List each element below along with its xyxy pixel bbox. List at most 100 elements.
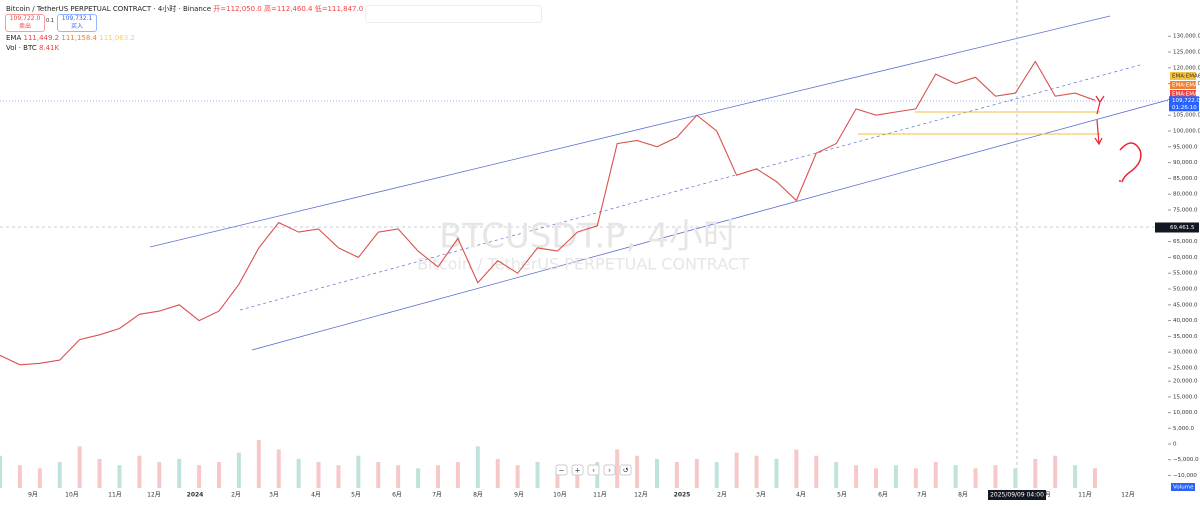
volume-bar bbox=[913, 468, 918, 488]
time-label: 9月 bbox=[28, 492, 38, 499]
volume-bar bbox=[1033, 458, 1038, 488]
price-tick-label: 40,000.0 bbox=[1173, 318, 1198, 324]
volume-bar bbox=[515, 465, 520, 488]
time-label: 5月 bbox=[351, 492, 361, 499]
countdown: 01:26:10 bbox=[1172, 105, 1197, 111]
price-tick-label: 60,000.0 bbox=[1173, 255, 1198, 261]
time-label: 7月 bbox=[432, 492, 442, 499]
time-label: 7月 bbox=[917, 492, 927, 499]
ema-tag-label: EMA:EMA30 bbox=[1172, 83, 1200, 89]
price-tick-label: 90,000.0 bbox=[1173, 160, 1198, 166]
buy-button[interactable]: 109,732.1 买入 bbox=[57, 14, 97, 32]
zoom-button[interactable]: ‹ bbox=[587, 464, 600, 476]
volume-bar bbox=[555, 468, 560, 488]
volume-tick-label: −5,000.0 bbox=[1173, 457, 1199, 463]
volume-bar bbox=[137, 455, 142, 488]
zoom-button-bg bbox=[603, 464, 616, 476]
volume-bar bbox=[774, 458, 779, 488]
time-label: 2月 bbox=[717, 492, 727, 499]
volume-bar bbox=[794, 449, 799, 488]
volume-bar bbox=[17, 465, 22, 488]
volume-bar bbox=[953, 465, 958, 488]
time-label: 11月 bbox=[593, 492, 607, 499]
qty: 0.1 bbox=[46, 18, 54, 24]
ema-tag bbox=[1170, 90, 1196, 98]
time-axis-bg bbox=[0, 488, 1168, 506]
time-label: 4月 bbox=[796, 492, 806, 499]
price-tick-label: 25,000.0 bbox=[1173, 366, 1198, 372]
volume-bar bbox=[754, 455, 759, 488]
annotation-arrow bbox=[1094, 119, 1103, 146]
price-tick-label: 100,000.0 bbox=[1173, 129, 1200, 135]
time-label: 6月 bbox=[392, 492, 402, 499]
time-label: 11月 bbox=[108, 492, 122, 499]
volume-bar bbox=[157, 462, 162, 488]
zoom-icon: + bbox=[575, 467, 581, 475]
price-tick-label: 65,000.0 bbox=[1173, 239, 1198, 245]
volume-bar bbox=[874, 468, 878, 488]
channel-lower bbox=[251, 99, 1169, 351]
volume-bar bbox=[296, 458, 301, 488]
price-tick-label: 130,000.0 bbox=[1173, 34, 1200, 40]
zoom-button[interactable]: + bbox=[571, 464, 584, 476]
volume-bar bbox=[814, 455, 819, 488]
volume-bar bbox=[694, 458, 699, 488]
channel-upper bbox=[149, 15, 1111, 248]
volume-bar bbox=[336, 465, 341, 488]
time-label: 11月 bbox=[1078, 492, 1092, 499]
vol-legend: Vol · BTC 8.41K bbox=[6, 44, 60, 52]
pane bbox=[0, 0, 1168, 506]
zoom-button[interactable]: › bbox=[603, 464, 616, 476]
volume-bar bbox=[77, 446, 82, 488]
volume-tick-label: 5,000.0 bbox=[1173, 426, 1194, 432]
volume-bar bbox=[893, 465, 898, 488]
volume-bar bbox=[635, 455, 640, 488]
ema-tag-label: EMA:EMA60 bbox=[1172, 74, 1200, 80]
ema-tag bbox=[1170, 72, 1196, 80]
volume-bar bbox=[37, 468, 42, 488]
volume-bar bbox=[197, 465, 202, 488]
last-price-label: 109,722.0 bbox=[1172, 98, 1200, 104]
ema-tag-label: EMA:EMA15 bbox=[1172, 92, 1200, 98]
time-label: 6月 bbox=[878, 492, 888, 499]
volume-bar bbox=[495, 458, 500, 488]
annotation-question bbox=[1119, 142, 1142, 183]
volume-tick-label: 10,000.0 bbox=[1173, 410, 1198, 416]
volume-tick-label: 15,000.0 bbox=[1173, 394, 1198, 400]
volume-bar bbox=[575, 465, 580, 488]
volume-bar bbox=[933, 462, 938, 488]
volume-bar bbox=[97, 458, 102, 488]
time-label: 3月 bbox=[269, 492, 279, 499]
drawing-toolbar[interactable] bbox=[365, 5, 542, 23]
volume-bar bbox=[356, 455, 361, 488]
zoom-button[interactable]: ↺ bbox=[619, 464, 632, 476]
zoom-button[interactable]: − bbox=[555, 464, 568, 476]
annotation-arrow bbox=[1095, 95, 1105, 115]
volume-tick-label: 0 bbox=[1173, 442, 1177, 448]
watermark-sub: Bitcoin / TetherUS PERPETUAL CONTRACT bbox=[417, 255, 749, 274]
volume-label: Volume bbox=[1173, 485, 1194, 491]
zoom-button-bg bbox=[571, 464, 584, 476]
volume-bar bbox=[376, 462, 381, 488]
price-tick-label: 30,000.0 bbox=[1173, 350, 1198, 356]
time-label: 2025 bbox=[674, 492, 691, 499]
volume-bar bbox=[1053, 455, 1058, 488]
zoom-button-bg bbox=[587, 464, 600, 476]
ema-legend: EMA 111,449.2 111,158.4 111,063.2 bbox=[6, 34, 135, 42]
zoom-icon: ‹ bbox=[592, 467, 595, 475]
volume-bar bbox=[993, 465, 998, 488]
volume-bar bbox=[674, 462, 679, 488]
time-label: 10月 bbox=[65, 492, 79, 499]
time-crosshair: 2025/09/09 04:00 bbox=[990, 492, 1044, 499]
zoom-button-bg bbox=[555, 464, 568, 476]
time-label: 2024 bbox=[187, 492, 204, 499]
time-label: 8月 bbox=[473, 492, 483, 499]
price-tick-label: 105,000.0 bbox=[1173, 113, 1200, 119]
price-tick-label: 120,000.0 bbox=[1173, 65, 1200, 71]
ema-tag bbox=[1170, 81, 1196, 89]
price-tick-label: 80,000.0 bbox=[1173, 192, 1198, 198]
volume-tick-label: 20,000.0 bbox=[1173, 379, 1198, 385]
sell-button[interactable]: 109,722.0 卖出 bbox=[5, 14, 45, 32]
